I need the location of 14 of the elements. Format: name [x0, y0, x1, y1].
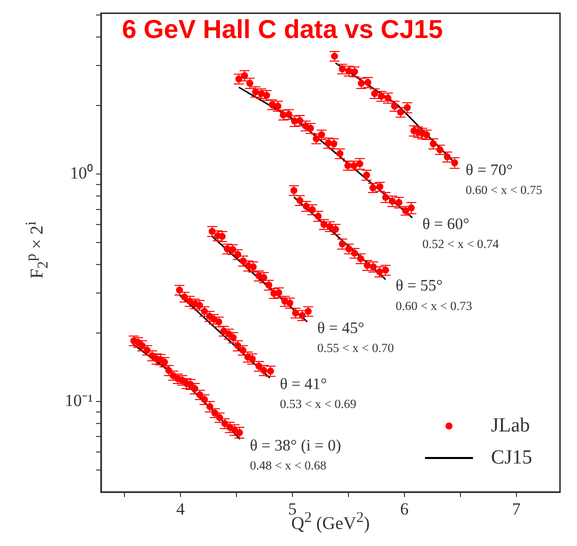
annotation: θ = 45° 0.55 < x < 0.70 [317, 320, 394, 356]
y-tick-label: 10⁰ [70, 164, 93, 183]
annotation: θ = 55° 0.60 < x < 0.73 [396, 278, 472, 313]
legend-label: CJ15 [491, 446, 532, 468]
legend-label: JLab [491, 414, 530, 436]
annotation: θ = 70° 0.60 < x < 0.75 [466, 162, 542, 198]
annotation: θ = 41° 0.53 < x < 0.69 [280, 376, 356, 412]
annotation: θ = 60° 0.52 < x < 0.74 [422, 216, 500, 251]
chart-title: 6 GeV Hall C data vs CJ15 [122, 14, 443, 45]
y-tick-label: 10⁻¹ [64, 390, 93, 410]
x-tick-label: 7 [512, 500, 522, 519]
annotation: θ = 38° (i = 0) 0.48 < x < 0.68 [250, 437, 342, 472]
x-tick-label: 6 [400, 500, 409, 519]
x-tick-label: 4 [176, 500, 186, 519]
